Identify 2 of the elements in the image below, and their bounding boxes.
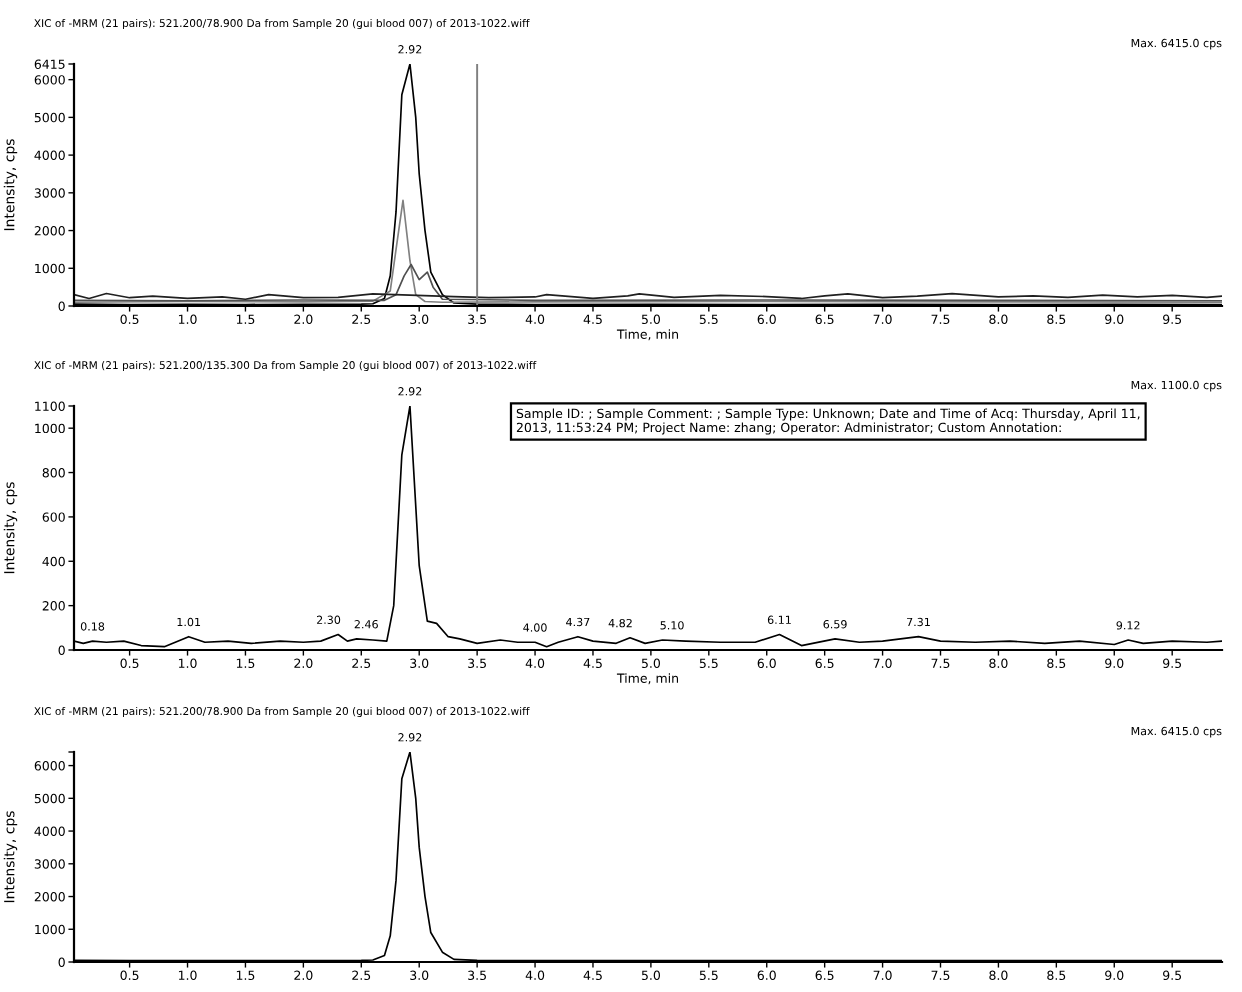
line-series [74,406,1222,648]
line-series [74,263,1222,302]
